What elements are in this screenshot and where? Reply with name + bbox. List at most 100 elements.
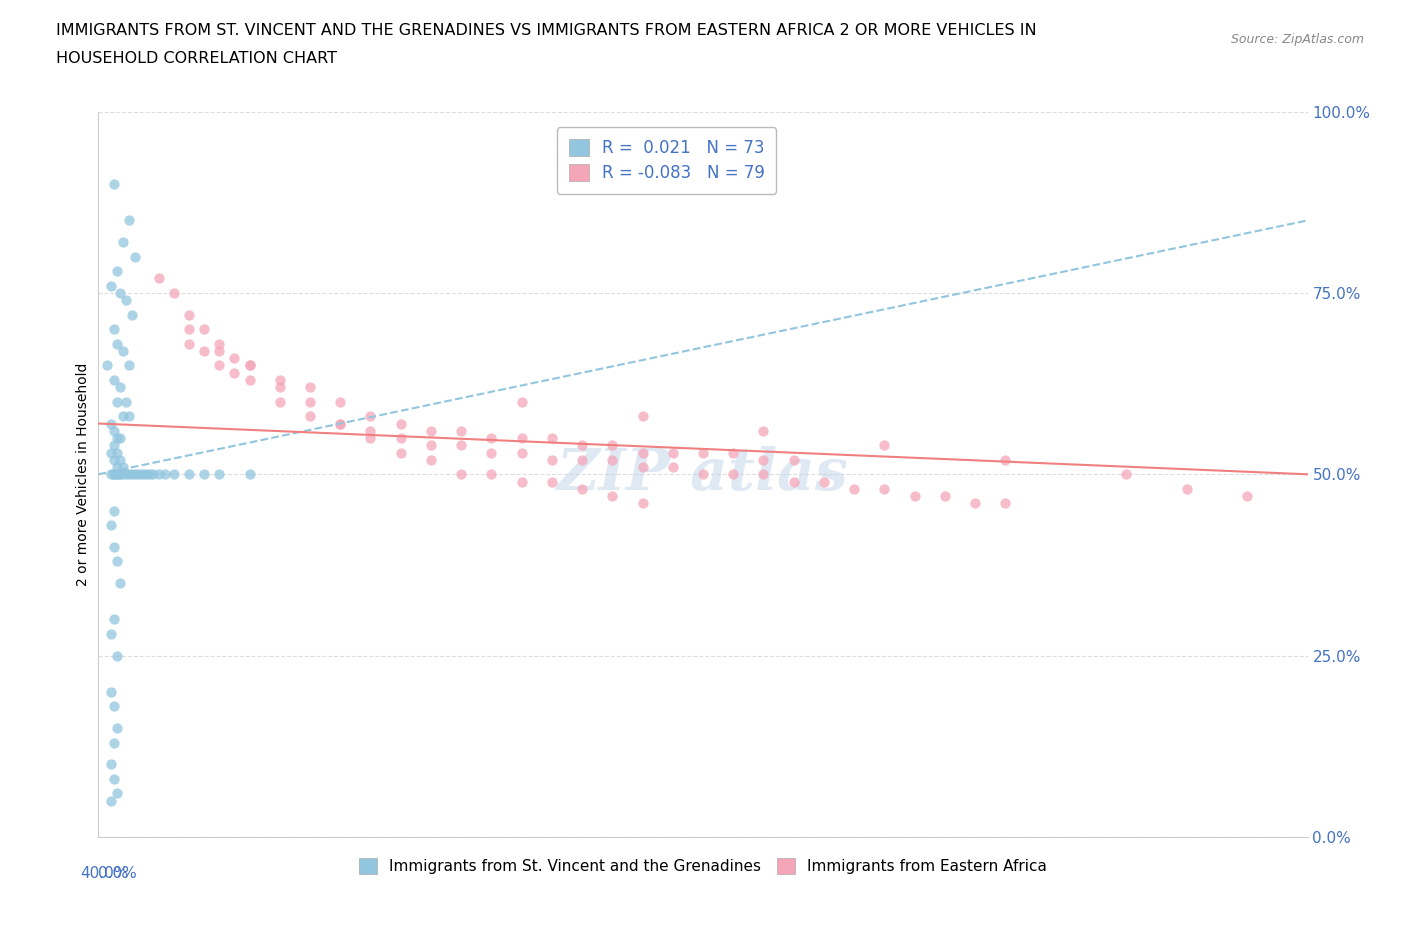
Point [103, 438, 125, 453]
Point [239, 358, 262, 373]
Point [360, 409, 382, 424]
Point [783, 452, 806, 467]
Point [100, 518, 122, 533]
Point [299, 409, 322, 424]
Point [389, 431, 412, 445]
Point [934, 488, 956, 503]
Point [124, 249, 146, 264]
Point [450, 467, 472, 482]
Point [661, 459, 683, 474]
Y-axis label: 2 or more Vehicles in Household: 2 or more Vehicles in Household [76, 363, 90, 586]
Point [118, 467, 141, 482]
Text: 40.0%: 40.0% [80, 866, 129, 881]
Text: IMMIGRANTS FROM ST. VINCENT AND THE GRENADINES VS IMMIGRANTS FROM EASTERN AFRICA: IMMIGRANTS FROM ST. VINCENT AND THE GREN… [56, 23, 1036, 38]
Point [540, 474, 562, 489]
Point [108, 467, 131, 482]
Point [100, 445, 122, 460]
Point [108, 379, 131, 394]
Point [844, 482, 866, 497]
Point [481, 431, 503, 445]
Point [193, 467, 215, 482]
Point [100, 416, 122, 431]
Point [631, 445, 654, 460]
Point [103, 539, 125, 554]
Point [100, 757, 122, 772]
Point [571, 438, 593, 453]
Point [783, 474, 806, 489]
Point [1175, 482, 1198, 497]
Point [108, 452, 131, 467]
Point [994, 496, 1017, 511]
Point [602, 438, 624, 453]
Point [299, 379, 322, 394]
Point [103, 467, 125, 482]
Point [100, 627, 122, 642]
Point [103, 452, 125, 467]
Text: Source: ZipAtlas.com: Source: ZipAtlas.com [1230, 33, 1364, 46]
Point [420, 438, 443, 453]
Point [752, 423, 775, 438]
Point [193, 322, 215, 337]
Point [723, 467, 745, 482]
Point [114, 467, 136, 482]
Point [692, 467, 714, 482]
Point [239, 467, 262, 482]
Point [904, 488, 927, 503]
Point [148, 467, 170, 482]
Point [208, 467, 231, 482]
Point [105, 721, 128, 736]
Point [129, 467, 152, 482]
Point [118, 213, 141, 228]
Point [420, 452, 443, 467]
Point [108, 467, 131, 482]
Point [153, 467, 176, 482]
Point [510, 474, 533, 489]
Point [239, 358, 262, 373]
Point [111, 459, 134, 474]
Point [100, 684, 122, 699]
Point [179, 467, 201, 482]
Point [163, 467, 186, 482]
Point [571, 452, 593, 467]
Point [723, 445, 745, 460]
Point [179, 322, 201, 337]
Point [661, 445, 683, 460]
Point [100, 467, 122, 482]
Point [239, 373, 262, 388]
Point [114, 293, 136, 308]
Point [269, 373, 291, 388]
Point [692, 445, 714, 460]
Point [103, 423, 125, 438]
Point [269, 379, 291, 394]
Point [269, 394, 291, 409]
Point [103, 177, 125, 192]
Text: ZIP atlas: ZIP atlas [557, 446, 849, 502]
Point [450, 423, 472, 438]
Point [103, 772, 125, 787]
Point [100, 278, 122, 293]
Point [105, 431, 128, 445]
Point [105, 648, 128, 663]
Point [389, 445, 412, 460]
Point [100, 793, 122, 808]
Point [135, 467, 157, 482]
Point [389, 416, 412, 431]
Point [510, 394, 533, 409]
Point [103, 699, 125, 714]
Point [103, 373, 125, 388]
Point [540, 431, 562, 445]
Point [142, 467, 165, 482]
Point [208, 343, 231, 358]
Point [571, 482, 593, 497]
Point [105, 459, 128, 474]
Text: HOUSEHOLD CORRELATION CHART: HOUSEHOLD CORRELATION CHART [56, 51, 337, 66]
Point [114, 394, 136, 409]
Point [121, 467, 143, 482]
Point [111, 409, 134, 424]
Point [108, 431, 131, 445]
Point [127, 467, 149, 482]
Point [103, 736, 125, 751]
Point [105, 554, 128, 569]
Point [602, 488, 624, 503]
Text: 0.0%: 0.0% [98, 866, 138, 881]
